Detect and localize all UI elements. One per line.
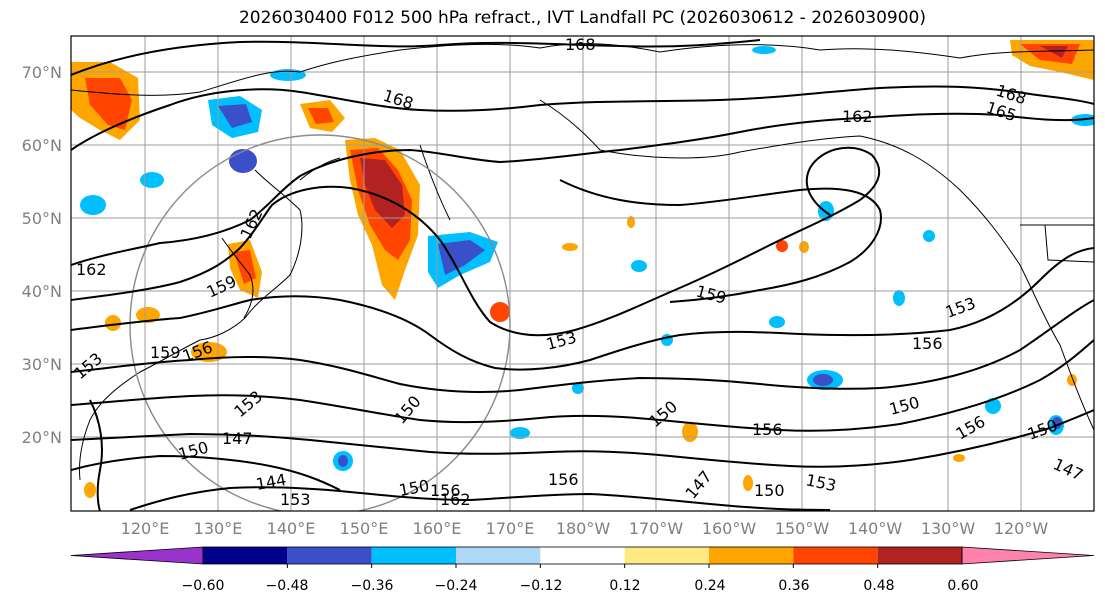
lon-label: 170°W <box>629 519 684 538</box>
contour-label: 168 <box>565 35 596 54</box>
colorbar-ticks: −0.60 −0.48 −0.36 −0.24 −0.12 0.12 0.24 … <box>182 578 979 594</box>
lon-label: 130°E <box>194 519 243 538</box>
lon-label: 150°W <box>775 519 830 538</box>
colorbar-tick-label: 0.24 <box>694 578 725 594</box>
lon-label: 120°E <box>121 519 170 538</box>
lat-label: 20°N <box>22 428 62 447</box>
lon-label: 120°W <box>994 519 1049 538</box>
colorbar-tick-label: 0.36 <box>778 578 809 594</box>
colorbar-bin <box>877 547 962 564</box>
lon-label: 150°E <box>340 519 389 538</box>
colorbar <box>70 546 1095 568</box>
lat-label: 30°N <box>22 355 62 374</box>
colorbar-extend-high <box>961 546 1095 565</box>
colorbar-tick-label: −0.60 <box>182 578 225 594</box>
colorbar-tick-label: −0.36 <box>351 578 394 594</box>
plot-frame <box>70 35 1095 512</box>
contour-label: 156 <box>430 481 461 500</box>
contour-label: 156 <box>912 334 943 353</box>
lon-label: 160°E <box>413 519 462 538</box>
contour-label: 159 <box>150 343 181 362</box>
lat-label: 60°N <box>22 136 62 155</box>
graticule <box>71 36 1094 511</box>
contour-label: 162 <box>842 107 873 126</box>
height-contours <box>71 39 1094 511</box>
colorbar-bin <box>624 547 709 564</box>
lon-label: 130°W <box>921 519 976 538</box>
lon-label: 160°W <box>702 519 757 538</box>
colorbar-bin <box>456 547 541 564</box>
lon-label: 140°E <box>267 519 316 538</box>
lat-label: 40°N <box>22 282 62 301</box>
colorbar-extend-low <box>70 546 204 565</box>
lon-label: 180°W <box>556 519 611 538</box>
latitude-labels: 70°N 60°N 50°N 40°N 30°N 20°N <box>22 63 62 447</box>
colorbar-tick-label: −0.48 <box>266 578 309 594</box>
lat-label: 70°N <box>22 63 62 82</box>
contour-label: 156 <box>752 420 783 439</box>
colorbar-tick-label: −0.12 <box>520 578 563 594</box>
colorbar-bin <box>287 547 372 564</box>
colorbar-bin <box>203 547 288 564</box>
longitude-labels: 120°E 130°E 140°E 150°E 160°E 170°E 180°… <box>121 519 1049 538</box>
colorbar-bin <box>371 547 456 564</box>
contour-label: 162 <box>440 490 471 509</box>
colorbar-tick-label: 0.48 <box>863 578 894 594</box>
colorbar-tick-label: 0.12 <box>609 578 640 594</box>
lon-label: 170°E <box>486 519 535 538</box>
lon-label: 140°W <box>848 519 903 538</box>
contour-label: 162 <box>76 260 107 279</box>
great-circle <box>129 134 511 511</box>
contour-label: 156 <box>548 470 579 489</box>
contour-label: 153 <box>280 490 311 509</box>
lat-label: 50°N <box>22 209 62 228</box>
colorbar-outline <box>202 546 963 565</box>
colorbar-bin <box>709 547 794 564</box>
colorbar-tick-label: 0.60 <box>947 578 978 594</box>
contour-label: 147 <box>222 429 253 448</box>
colorbar-bin <box>793 547 878 564</box>
colorbar-bin <box>540 547 625 564</box>
contour-label: 150 <box>754 481 785 500</box>
colorbar-tick-label: −0.24 <box>435 578 478 594</box>
figure-title: 2026030400 F012 500 hPa refract., IVT La… <box>238 8 926 28</box>
